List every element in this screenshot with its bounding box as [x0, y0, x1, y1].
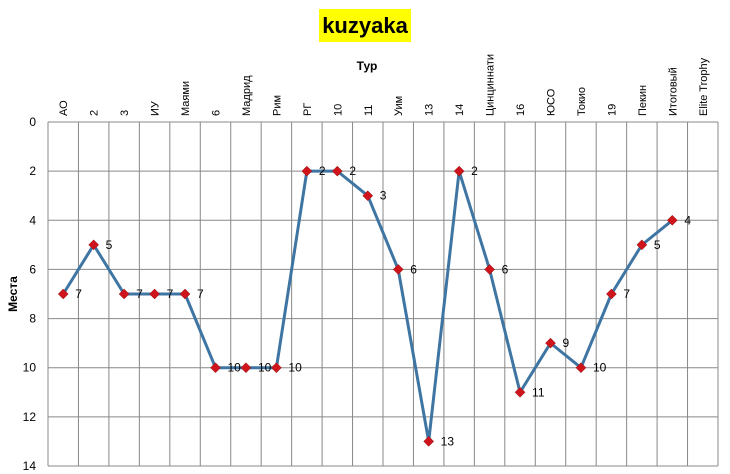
- data-point-marker: [179, 288, 191, 300]
- data-label: 6: [502, 262, 509, 276]
- chart-title-group: kuzyaka: [319, 9, 411, 42]
- data-point-marker: [484, 264, 495, 275]
- data-label: 7: [197, 287, 204, 301]
- series: [57, 165, 678, 447]
- data-point-marker: [636, 239, 648, 251]
- data-point-marker: [301, 165, 313, 177]
- x-category-label: 16: [515, 104, 527, 116]
- data-label: 4: [684, 213, 691, 227]
- chart-title: kuzyaka: [322, 13, 408, 38]
- data-point-marker: [210, 362, 221, 374]
- x-category-label: Токио: [576, 87, 588, 116]
- y-tick-label: 0: [29, 115, 36, 129]
- data-label: 7: [167, 287, 174, 301]
- x-category-label: РГ: [302, 103, 314, 116]
- data-label: 9: [563, 336, 570, 350]
- data-point-marker: [57, 288, 69, 300]
- y-tick-label: 12: [23, 410, 37, 424]
- data-label: 6: [410, 262, 417, 276]
- x-category-label: ЮСО: [546, 88, 558, 116]
- data-point-marker: [271, 362, 282, 374]
- data-labels: 7 5 7 7 7 10 10 10 2 2 3 6 13 2 6 11 9 10 7 5 4: [75, 164, 691, 448]
- x-category-label: 13: [424, 104, 436, 116]
- x-category-label: АО: [58, 100, 70, 116]
- x-category-label: Elite Trophy: [698, 57, 710, 116]
- chart-title-background: [319, 9, 411, 42]
- data-point-marker: [575, 362, 587, 374]
- x-category-label: 10: [332, 104, 344, 116]
- data-label: 5: [654, 238, 661, 252]
- data-label: 11: [532, 385, 545, 399]
- data-point-marker: [362, 190, 374, 202]
- data-point-marker: [88, 239, 100, 251]
- y-tick-label: 4: [29, 213, 36, 227]
- data-label: 10: [593, 361, 607, 375]
- data-point-marker: [606, 288, 617, 300]
- data-point-marker: [666, 214, 678, 226]
- data-point-marker: [118, 288, 130, 300]
- data-label: 7: [623, 287, 630, 301]
- data-label: 5: [106, 238, 113, 252]
- y-tick-label: 8: [29, 312, 36, 326]
- data-label: 10: [258, 361, 272, 375]
- x-category-label: 3: [119, 110, 131, 116]
- data-label: 3: [380, 189, 387, 203]
- data-point-marker: [240, 362, 252, 374]
- x-category-label: 6: [211, 110, 223, 116]
- x-category-label: Мадрид: [241, 75, 253, 116]
- y-tick-label: 2: [29, 164, 36, 178]
- data-point-marker: [149, 288, 160, 300]
- data-label: 2: [319, 164, 326, 178]
- data-point-marker: [514, 386, 526, 398]
- x-category-label: Пекин: [637, 85, 649, 116]
- x-category-label: 2: [89, 110, 101, 116]
- x-category-label: Рим: [271, 95, 283, 116]
- x-category-label: 11: [363, 105, 375, 116]
- x-category-labels: АО 2 3 ИУ Маями 6 Мадрид Рим РГ 10 11 Уим 13 14 Цинцин…: [58, 54, 710, 116]
- data-point-marker: [331, 165, 343, 177]
- x-category-label: Уим: [393, 96, 405, 116]
- x-category-label: Маями: [180, 81, 192, 116]
- data-label: 2: [471, 164, 478, 178]
- data-label: 7: [75, 287, 82, 301]
- data-point-marker: [453, 165, 465, 177]
- y-tick-label: 6: [29, 262, 36, 276]
- data-label: 10: [288, 361, 302, 375]
- series-line: [61, 169, 674, 443]
- x-category-label: Цинциннати: [485, 54, 497, 116]
- y-tick-label: 10: [23, 361, 37, 375]
- y-axis-title: Места: [6, 276, 20, 312]
- data-label: 2: [349, 164, 356, 178]
- grid: [47, 121, 719, 467]
- data-label: 13: [441, 434, 455, 448]
- data-point-marker: [423, 436, 435, 447]
- x-axis-title: Тур: [357, 59, 378, 73]
- y-tick-label: 14: [23, 459, 37, 473]
- data-label: 7: [136, 287, 143, 301]
- x-category-label: 14: [454, 104, 466, 116]
- x-category-label: Итоговый: [667, 67, 679, 116]
- y-tick-labels: 0 2 4 6 8 10 12 14: [23, 115, 37, 473]
- x-category-label: ИУ: [150, 100, 162, 116]
- x-category-label: 19: [606, 104, 618, 116]
- data-point-marker: [545, 337, 556, 349]
- data-label: 10: [228, 361, 242, 375]
- data-point-marker: [392, 264, 404, 275]
